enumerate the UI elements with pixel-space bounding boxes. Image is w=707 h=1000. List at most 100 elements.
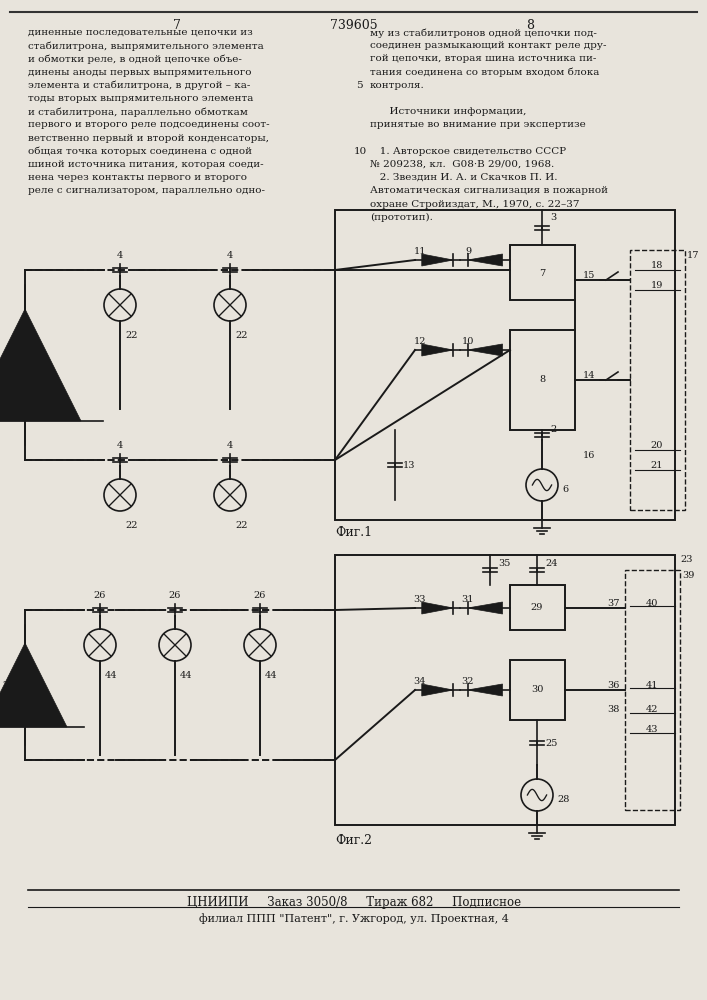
Bar <box>510 585 565 630</box>
Polygon shape <box>0 309 81 421</box>
Polygon shape <box>422 344 453 356</box>
Text: 44: 44 <box>180 670 192 680</box>
Text: 28: 28 <box>557 796 569 804</box>
Text: динены аноды первых выпрямительного: динены аноды первых выпрямительного <box>28 68 252 77</box>
Text: первого и второго реле подсоединены соот-: первого и второго реле подсоединены соот… <box>28 120 269 129</box>
Text: 42: 42 <box>645 706 658 714</box>
Polygon shape <box>422 684 453 696</box>
Text: соединен размыкающий контакт реле дру-: соединен размыкающий контакт реле дру- <box>370 41 607 50</box>
Text: и стабилитрона, параллельно обмоткам: и стабилитрона, параллельно обмоткам <box>28 107 248 117</box>
Text: 19: 19 <box>651 280 663 290</box>
Text: 22: 22 <box>235 520 247 530</box>
Text: 37: 37 <box>607 598 620 607</box>
Text: филиал ППП "Патент", г. Ужгород, ул. Проектная, 4: филиал ППП "Патент", г. Ужгород, ул. Про… <box>199 913 509 924</box>
Text: 43: 43 <box>645 726 658 734</box>
Text: 21: 21 <box>650 460 663 470</box>
Text: 27: 27 <box>3 680 15 690</box>
Text: Фиг.2: Фиг.2 <box>336 834 373 846</box>
Text: 41: 41 <box>645 680 658 690</box>
Text: 31: 31 <box>462 595 474 604</box>
Text: 4: 4 <box>227 251 233 260</box>
Text: тоды вторых выпрямительного элемента: тоды вторых выпрямительного элемента <box>28 94 253 103</box>
Text: 16: 16 <box>583 450 595 460</box>
Text: 17: 17 <box>687 250 699 259</box>
Text: 25: 25 <box>545 738 557 748</box>
Text: 7: 7 <box>539 268 545 277</box>
Text: 3: 3 <box>550 214 556 223</box>
Text: 20: 20 <box>651 440 663 450</box>
Bar <box>335 555 675 825</box>
Text: 36: 36 <box>607 680 620 690</box>
Text: Источники информации,: Источники информации, <box>370 107 527 116</box>
Text: ветственно первый и второй конденсаторы,: ветственно первый и второй конденсаторы, <box>28 134 269 143</box>
Text: принятые во внимание при экспертизе: принятые во внимание при экспертизе <box>370 120 586 129</box>
Text: тания соединена со вторым входом блока: тания соединена со вторым входом блока <box>370 68 600 77</box>
Text: 22: 22 <box>125 520 137 530</box>
Text: 13: 13 <box>403 460 416 470</box>
Text: 10: 10 <box>462 338 474 347</box>
Text: 30: 30 <box>531 686 543 694</box>
Text: 12: 12 <box>414 338 426 347</box>
Text: № 209238, кл.  G08·В 29/00, 1968.: № 209238, кл. G08·В 29/00, 1968. <box>370 160 554 169</box>
Text: 2. Звездин И. А. и Скачков П. И.: 2. Звездин И. А. и Скачков П. И. <box>370 173 558 182</box>
Text: диненные последовательные цепочки из: диненные последовательные цепочки из <box>28 28 252 37</box>
Text: 39: 39 <box>682 570 694 580</box>
Text: 26: 26 <box>254 591 267 600</box>
Text: 22: 22 <box>235 330 247 340</box>
Bar <box>510 330 575 430</box>
Text: 32: 32 <box>462 678 474 686</box>
Text: 6: 6 <box>562 486 568 494</box>
Bar <box>335 210 675 520</box>
Text: 24: 24 <box>545 558 558 568</box>
Text: охране Стройиздат, М., 1970, с. 22–37: охране Стройиздат, М., 1970, с. 22–37 <box>370 200 580 209</box>
Text: ЦНИИПИ     Заказ 3050/8     Тираж 682     Подписное: ЦНИИПИ Заказ 3050/8 Тираж 682 Подписное <box>187 896 521 909</box>
Text: 29: 29 <box>531 603 543 612</box>
Text: 4: 4 <box>117 251 123 260</box>
Bar <box>510 660 565 720</box>
Bar <box>630 250 685 510</box>
Polygon shape <box>467 254 503 266</box>
Polygon shape <box>467 344 503 356</box>
Text: 26: 26 <box>169 591 181 600</box>
Text: стабилитрона, выпрямительного элемента: стабилитрона, выпрямительного элемента <box>28 41 264 51</box>
Text: контроля.: контроля. <box>370 81 425 90</box>
Text: 5: 5 <box>356 81 363 90</box>
Polygon shape <box>0 643 67 727</box>
Text: 15: 15 <box>583 270 595 279</box>
Text: 33: 33 <box>414 595 426 604</box>
Text: 38: 38 <box>607 706 620 714</box>
Text: 7: 7 <box>173 19 181 32</box>
Text: 8: 8 <box>539 375 545 384</box>
Text: 44: 44 <box>105 670 117 680</box>
Text: реле с сигнализатором, параллельно одно-: реле с сигнализатором, параллельно одно- <box>28 186 265 195</box>
Text: 34: 34 <box>414 678 426 686</box>
Polygon shape <box>422 254 453 266</box>
Text: му из стабилитронов одной цепочки под-: му из стабилитронов одной цепочки под- <box>370 28 597 37</box>
Text: 9: 9 <box>465 247 471 256</box>
Text: 44: 44 <box>265 670 278 680</box>
Polygon shape <box>467 602 503 614</box>
Text: Фиг.1: Фиг.1 <box>335 526 373 538</box>
Text: 2: 2 <box>550 426 556 434</box>
Text: 26: 26 <box>94 591 106 600</box>
Text: и обмотки реле, в одной цепочке объе-: и обмотки реле, в одной цепочке объе- <box>28 54 242 64</box>
Text: 11: 11 <box>414 247 426 256</box>
Text: гой цепочки, вторая шина источника пи-: гой цепочки, вторая шина источника пи- <box>370 54 597 63</box>
Text: (прототип).: (прототип). <box>370 213 433 222</box>
Text: 4: 4 <box>117 442 123 450</box>
Polygon shape <box>467 684 503 696</box>
Text: нена через контакты первого и второго: нена через контакты первого и второго <box>28 173 247 182</box>
Text: шиной источника питания, которая соеди-: шиной источника питания, которая соеди- <box>28 160 264 169</box>
Text: 18: 18 <box>651 260 663 269</box>
Text: общая точка которых соединена с одной: общая точка которых соединена с одной <box>28 147 252 156</box>
Text: 23: 23 <box>680 556 692 564</box>
Bar <box>625 570 680 810</box>
Text: 10: 10 <box>354 147 367 156</box>
Text: 8: 8 <box>526 19 534 32</box>
Text: 35: 35 <box>498 558 510 568</box>
Text: 4: 4 <box>227 442 233 450</box>
Bar <box>510 245 575 300</box>
Text: 22: 22 <box>125 330 137 340</box>
Text: 40: 40 <box>645 598 658 607</box>
Text: элемента и стабилитрона, в другой – ка-: элемента и стабилитрона, в другой – ка- <box>28 81 250 90</box>
